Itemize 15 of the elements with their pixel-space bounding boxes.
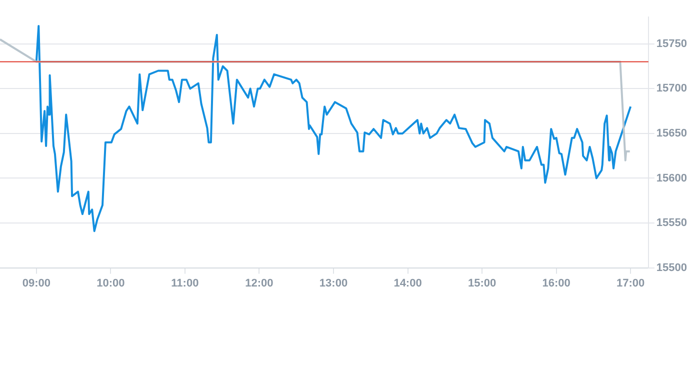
- x-tick-label: 10:00: [96, 277, 125, 290]
- x-tick-label: 11:00: [171, 277, 199, 290]
- y-tick-label: 15550: [656, 217, 688, 230]
- x-tick-label: 12:00: [245, 277, 274, 290]
- x-tick-label: 09:00: [22, 277, 50, 290]
- x-tick-label: 13:00: [319, 277, 348, 290]
- x-tick-label: 14:00: [394, 277, 422, 290]
- y-tick-label: 15650: [656, 127, 688, 140]
- x-tick-label: 16:00: [542, 277, 570, 290]
- y-tick-label: 15500: [656, 262, 688, 274]
- y-tick-label: 15750: [656, 38, 688, 50]
- y-tick-label: 15600: [656, 172, 688, 184]
- y-tick-label: 15700: [656, 82, 688, 95]
- x-tick-label: 17:00: [616, 277, 645, 290]
- x-tick-label: 15:00: [468, 277, 496, 290]
